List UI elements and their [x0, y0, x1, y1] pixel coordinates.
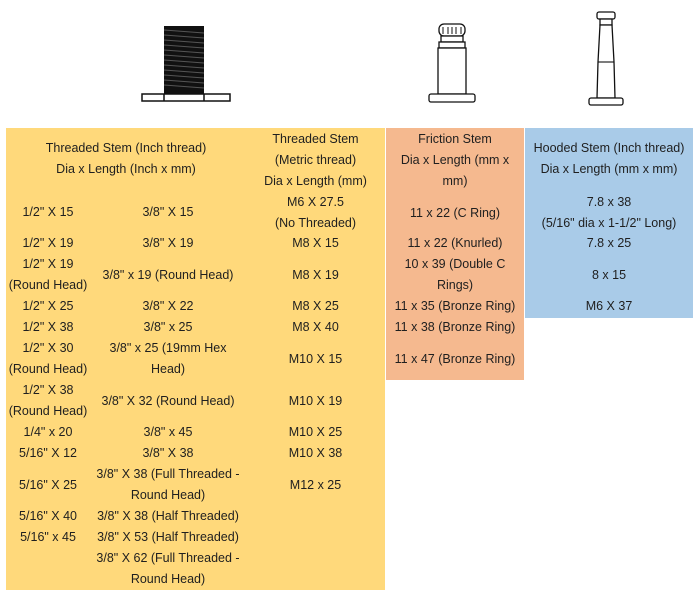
inch-b-item: 3/8" X 38 — [142, 446, 194, 460]
inch-b-item: 3/8" x 45 — [143, 425, 193, 439]
inch-b-item: 3/8" X 38 (Full Threaded - Round Head) — [96, 467, 240, 502]
inch-b-item: 3/8" X 62 (Full Threaded - Round Head) — [96, 551, 240, 586]
metric-item: M10 X 38 — [288, 446, 343, 460]
inch-a-item: 1/2" X 38 — [22, 320, 74, 334]
inch-b-item: 3/8" X 38 (Half Threaded) — [97, 509, 239, 523]
inch-a-item: 5/16" x 45 — [20, 530, 76, 544]
inch-b-item: 3/8" X 19 — [142, 236, 194, 250]
inch-b-item: 3/8" X 32 (Round Head) — [101, 393, 235, 408]
inch-b-item: 3/8" X 53 (Half Threaded) — [97, 530, 239, 544]
hooded-stem-icon — [588, 11, 624, 106]
inch-a-item: 1/2" X 38 (Round Head) — [8, 383, 88, 418]
threaded-stem-icon — [141, 26, 231, 102]
metric-item: M6 X 27.5 (No Threaded) — [274, 195, 357, 230]
inch-b-item: 3/8" x 25 — [143, 320, 193, 334]
metric-item: M8 X 40 — [292, 320, 339, 334]
friction-stem-icon — [428, 23, 476, 103]
hooded-item: 7.8 x 25 — [586, 236, 632, 250]
metric-item: M12 x 25 — [289, 477, 342, 492]
inch-b-item: 3/8" x 19 (Round Head) — [102, 267, 234, 282]
hooded-item: 7.8 x 38 (5/16" dia x 1-1/2" Long) — [541, 195, 677, 230]
friction-item: 11 x 22 (C Ring) — [409, 205, 501, 220]
friction-item: 11 x 35 (Bronze Ring) — [394, 299, 516, 313]
hooded-item: M6 X 37 — [585, 299, 633, 313]
friction-item: 11 x 47 (Bronze Ring) — [394, 351, 516, 366]
friction-stem-header: Friction Stem Dia x Length (mm x mm) — [400, 131, 510, 188]
hooded-stem-column — [525, 128, 693, 318]
inch-thread-header: Threaded Stem (Inch thread) Dia x Length … — [45, 141, 207, 176]
metric-item: M10 X 19 — [288, 393, 343, 408]
friction-stem-column — [386, 128, 524, 380]
inch-b-item: 3/8" x 25 (19mm Hex Head) — [109, 341, 227, 376]
inch-a-item: 1/2" X 30 (Round Head) — [8, 341, 88, 376]
hooded-stem-header: Hooded Stem (Inch thread) Dia x Length (m… — [533, 141, 685, 176]
inch-a-item: 1/2" X 25 — [22, 299, 74, 313]
hooded-item: 8 x 15 — [591, 267, 627, 282]
friction-item: 10 x 39 (Double C Rings) — [404, 257, 506, 292]
metric-item: M10 X 15 — [288, 351, 343, 366]
metric-item: M10 X 25 — [288, 425, 343, 439]
metric-item: M8 X 25 — [292, 299, 339, 313]
inch-a-item: 5/16" X 12 — [19, 446, 77, 460]
inch-a-item: 5/16" X 40 — [19, 509, 77, 523]
friction-item: 11 x 22 (Knurled) — [407, 236, 503, 250]
inch-b-item: 3/8" X 15 — [142, 205, 194, 219]
inch-a-item: 1/2" X 19 (Round Head) — [8, 257, 88, 292]
friction-item: 11 x 38 (Bronze Ring) — [394, 320, 516, 334]
metric-thread-header: Threaded Stem (Metric thread) Dia x Length… — [264, 131, 367, 188]
inch-a-item: 5/16" X 25 — [19, 477, 77, 492]
inch-b-item: 3/8" X 22 — [142, 299, 194, 313]
inch-a-item: 1/4" x 20 — [23, 425, 73, 439]
inch-a-item: 1/2" X 19 — [22, 236, 74, 250]
inch-a-item: 1/2" X 15 — [22, 205, 74, 219]
metric-thread-column — [246, 128, 385, 590]
metric-item: M8 X 15 — [292, 236, 339, 250]
metric-item: M8 X 19 — [292, 267, 339, 282]
